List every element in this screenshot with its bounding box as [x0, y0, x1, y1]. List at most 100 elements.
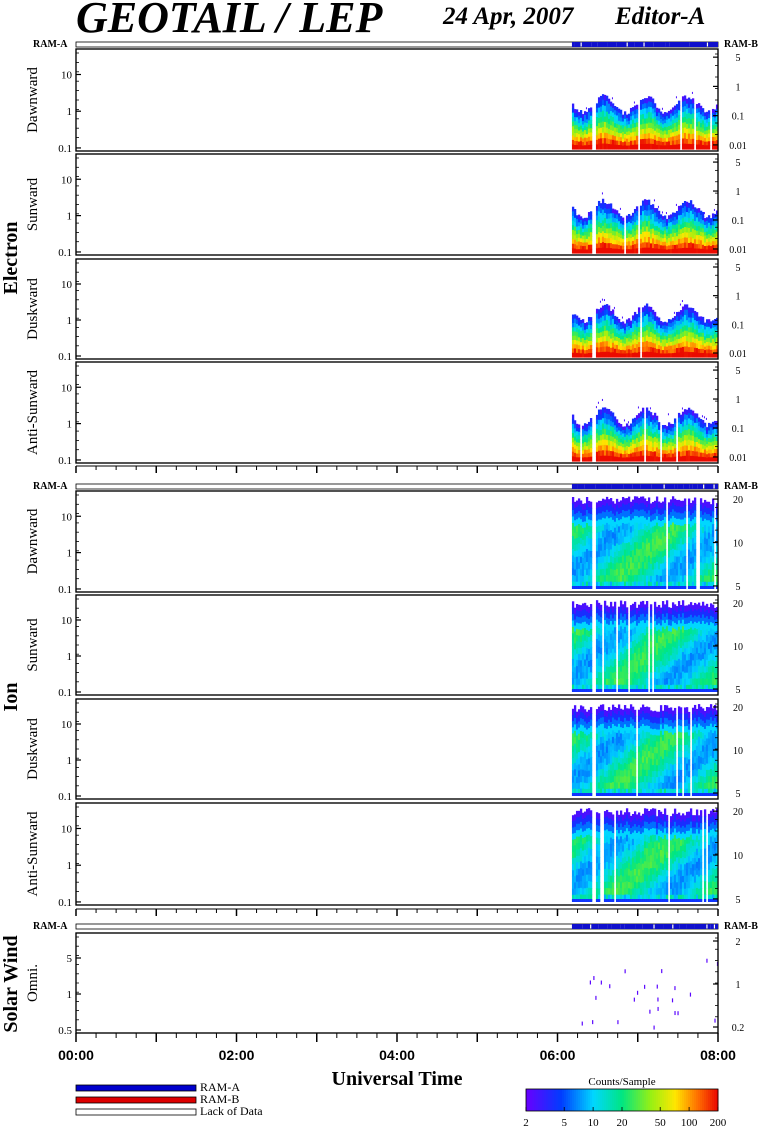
panel-frame [75, 932, 719, 1034]
left-axis-Anti-Sunward: 10 1 0.1 [58, 806, 81, 909]
left-tick-label: 1 [67, 211, 73, 223]
left-tick-label: 0.1 [58, 897, 72, 909]
left-tick-label: 1 [67, 989, 73, 1001]
right-axis-Duskward: 5 1 0.1 0.01 [713, 263, 747, 360]
time-axis: 00:00 02:00 04:00 06:00 08:00 [58, 1033, 736, 1063]
right-tick-label: 0.1 [732, 424, 745, 435]
group-label: Solar Wind [0, 935, 22, 1032]
right-tick-label: 5 [736, 53, 741, 64]
right-tick-label: 2 [736, 937, 741, 948]
left-axis-Omni.: 510.5 [58, 936, 81, 1037]
right-axis-Dawnward: 5 1 0.1 0.01 [713, 53, 747, 152]
left-tick-label: 0.5 [58, 1025, 72, 1037]
colorbar-title: Counts/Sample [588, 1076, 655, 1088]
right-tick-label: 5 [736, 895, 741, 906]
panel-label: Omni. [25, 964, 41, 1002]
panel-label: Anti-Sunward [25, 370, 41, 455]
left-tick-label: 1 [67, 755, 73, 767]
spectrogram-ion-1 [571, 600, 719, 692]
ram-status-bar [75, 41, 719, 48]
chart-title: GEOTAIL / LEP [76, 0, 383, 42]
group-label: Ion [0, 683, 22, 712]
right-axis-Omni.: 210.2 [713, 937, 744, 1034]
x-tick-label: 02:00 [219, 1047, 255, 1063]
left-axis-Dawnward: 10 1 0.1 [58, 52, 81, 155]
left-axis-Duskward: 10 1 0.1 [58, 702, 81, 803]
ram-b-label: RAM-B [724, 39, 758, 50]
x-axis-title: Universal Time [332, 1068, 463, 1090]
ram-a-label: RAM-A [33, 39, 68, 50]
right-tick-label: 0.2 [732, 1023, 745, 1034]
panel-label: Dawnward [25, 67, 41, 133]
right-tick-label: 5 [736, 789, 741, 800]
right-tick-label: 10 [733, 746, 743, 757]
left-tick-label: 0.1 [58, 791, 72, 803]
left-tick-label: 0.1 [58, 351, 72, 363]
right-tick-label: 0.01 [729, 453, 747, 464]
left-axis-Duskward: 10 1 0.1 [58, 262, 81, 363]
left-tick-label: 10 [61, 382, 73, 394]
time-axis-ticks [75, 908, 719, 916]
left-tick-label: 1 [67, 548, 73, 560]
colorbar-tick-label: 2 [523, 1117, 529, 1128]
right-tick-label: 20 [733, 807, 743, 818]
right-tick-label: 20 [733, 703, 743, 714]
legend-swatch [75, 1084, 197, 1092]
x-tick-label: 00:00 [58, 1047, 94, 1063]
ram-b-label: RAM-B [724, 921, 758, 932]
left-tick-label: 0.1 [58, 687, 72, 699]
spectrogram-ion-0 [571, 496, 719, 589]
legend-swatch [75, 1096, 197, 1104]
ram-b-label: RAM-B [724, 481, 758, 492]
right-tick-label: 5 [736, 158, 741, 169]
spectrogram-sw-0 [581, 958, 719, 1030]
colorbar-tick-label: 200 [710, 1117, 727, 1128]
panel-label: Dawnward [25, 508, 41, 574]
left-tick-label: 0.1 [58, 247, 72, 259]
right-tick-label: 10 [733, 851, 743, 862]
left-tick-label: 10 [61, 279, 73, 291]
left-tick-label: 0.1 [58, 584, 72, 596]
x-tick-label: 06:00 [540, 1047, 576, 1063]
left-tick-label: 5 [67, 953, 73, 965]
legend-swatch [75, 1108, 197, 1116]
left-tick-label: 1 [67, 651, 73, 663]
spectrogram-electron-3 [571, 398, 719, 462]
colorbar-tick-label: 20 [617, 1117, 629, 1128]
ram-status-bar [75, 923, 719, 930]
right-tick-label: 5 [736, 582, 741, 593]
right-tick-label: 20 [733, 495, 743, 506]
colorbar-tick-label: 10 [588, 1117, 600, 1128]
right-axis-Anti-Sunward: 5 1 0.1 0.01 [713, 366, 747, 464]
left-tick-label: 1 [67, 315, 73, 327]
right-tick-label: 0.1 [732, 320, 745, 331]
right-tick-label: 5 [736, 263, 741, 274]
spectrogram-electron-2 [571, 298, 719, 358]
right-tick-label: 1 [736, 980, 741, 991]
right-tick-label: 1 [736, 187, 741, 198]
left-tick-label: 10 [61, 824, 73, 836]
left-tick-label: 10 [61, 174, 73, 186]
right-tick-label: 0.01 [729, 349, 747, 360]
right-axis-Sunward: 5 1 0.1 0.01 [713, 158, 747, 256]
right-tick-label: 20 [733, 599, 743, 610]
x-tick-label: 08:00 [700, 1047, 736, 1063]
colorbar-tick-label: 5 [561, 1117, 567, 1128]
left-axis-Sunward: 10 1 0.1 [58, 598, 81, 699]
time-axis-ticks [75, 465, 719, 473]
panel-label: Sunward [25, 177, 41, 231]
legend-label: RAM-B [200, 1092, 239, 1106]
spectrogram-ion-2 [571, 704, 719, 796]
panel-label: Duskward [25, 718, 41, 780]
right-tick-label: 0.1 [732, 216, 745, 227]
right-tick-label: 1 [736, 82, 741, 93]
panel-label: Duskward [25, 278, 41, 340]
colorbar: Counts/Sample 2 5 10 20 50 100 200 [523, 1076, 727, 1128]
right-tick-label: 5 [736, 685, 741, 696]
legend-label: Lack of Data [200, 1104, 263, 1118]
left-tick-label: 10 [61, 615, 73, 627]
ram-a-label: RAM-A [33, 481, 68, 492]
legend-label: RAM-A [200, 1080, 240, 1094]
chart-editor: Editor-A [615, 3, 706, 30]
right-tick-label: 10 [733, 642, 743, 653]
